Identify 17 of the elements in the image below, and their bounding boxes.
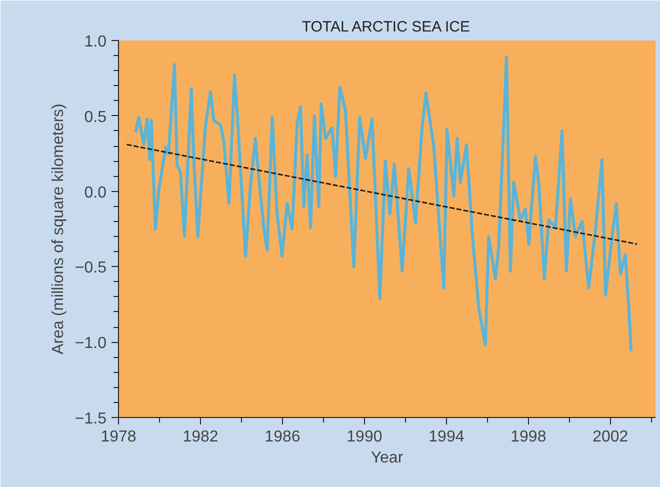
y-tick-label: −1.0 (74, 335, 107, 352)
x-tick-label: 2002 (592, 428, 628, 446)
y-axis-title: Area (millions of square kilometers) (50, 104, 67, 354)
x-tick-label: 1982 (182, 428, 218, 446)
chart-title: TOTAL ARCTIC SEA ICE (302, 18, 470, 36)
y-tick-label: 0.0 (84, 184, 107, 202)
x-axis-title: Year (370, 450, 404, 466)
line-series (134, 56, 633, 353)
y-tick-label: −0.5 (74, 260, 107, 277)
x-tick-label: 1986 (264, 428, 300, 446)
x-tick-label: 1998 (510, 428, 546, 446)
x-tick-label: 1978 (100, 428, 136, 446)
y-tick-label: 1.0 (84, 34, 107, 50)
y-tick-label: −1.5 (74, 410, 107, 428)
x-tick-label: 1994 (428, 428, 464, 446)
x-tick-label: 1990 (346, 428, 382, 446)
y-tick-label: 0.5 (84, 108, 107, 126)
